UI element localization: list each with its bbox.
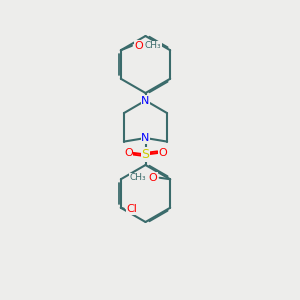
Text: O: O xyxy=(134,41,143,51)
Text: N: N xyxy=(141,133,150,143)
Text: CH₃: CH₃ xyxy=(145,41,161,50)
Text: S: S xyxy=(142,148,149,161)
Text: N: N xyxy=(141,95,150,106)
Text: Cl: Cl xyxy=(127,204,137,214)
Text: O: O xyxy=(148,173,157,183)
Text: O: O xyxy=(158,148,167,158)
Text: CH₃: CH₃ xyxy=(130,173,146,182)
Text: O: O xyxy=(124,148,133,158)
